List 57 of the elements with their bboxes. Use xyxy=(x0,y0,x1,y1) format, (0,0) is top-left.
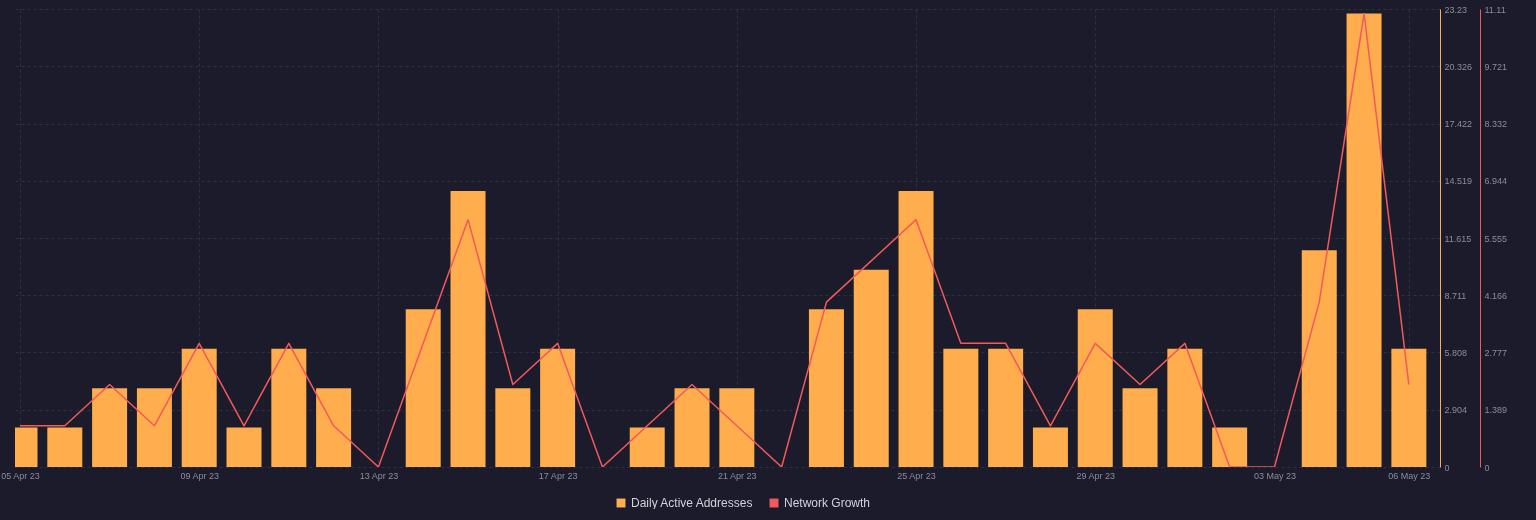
x-tick-label: 03 May 23 xyxy=(1253,470,1296,481)
bar xyxy=(629,427,665,467)
y-tick-label: 17.422 xyxy=(1444,119,1473,130)
bar xyxy=(1167,348,1203,467)
y-tick-label: 23.23 xyxy=(1444,4,1468,15)
bar xyxy=(450,190,486,467)
bar xyxy=(719,388,755,467)
line-series xyxy=(19,12,1410,467)
x-tick-label: 17 Apr 23 xyxy=(538,470,578,481)
y2-tick-label: 4.166 xyxy=(1484,290,1508,301)
legend-label: Daily Active Addresses xyxy=(631,496,753,510)
bar xyxy=(92,388,128,467)
bar xyxy=(405,309,441,467)
x-tick-label: 21 Apr 23 xyxy=(718,470,757,481)
y-tick-label: 11.615 xyxy=(1444,233,1472,244)
bar xyxy=(1346,13,1382,467)
y-tick-label: 2.904 xyxy=(1444,405,1468,416)
bar xyxy=(47,427,83,467)
y-tick-label: 0 xyxy=(1444,462,1450,473)
x-tick-label: 25 Apr 23 xyxy=(897,470,936,481)
y-tick-label: 20.326 xyxy=(1444,61,1473,72)
bar xyxy=(943,348,979,467)
y2-tick-label: 6.944 xyxy=(1484,176,1508,187)
legend-label: Network Growth xyxy=(784,496,871,510)
bar xyxy=(226,427,262,467)
bar xyxy=(181,348,217,467)
y2-tick-label: 5.555 xyxy=(1484,233,1508,244)
bar xyxy=(1077,309,1113,467)
y2-tick-label: 0 xyxy=(1484,462,1490,473)
bar xyxy=(1122,388,1158,467)
bar xyxy=(1301,250,1337,467)
y2-tick-label: 8.332 xyxy=(1484,119,1508,130)
x-tick-label: 13 Apr 23 xyxy=(359,470,399,481)
bar xyxy=(540,348,576,467)
bar xyxy=(136,388,172,467)
y-tick-label: 14.519 xyxy=(1444,176,1473,187)
bar xyxy=(1391,348,1427,467)
bar xyxy=(271,348,307,467)
y-tick-label: 5.808 xyxy=(1444,347,1468,358)
x-tick-label: 09 Apr 23 xyxy=(180,470,219,481)
bar xyxy=(808,309,844,467)
x-tick-label: 06 May 23 xyxy=(1388,470,1431,481)
y2-tick-label: 9.721 xyxy=(1484,61,1508,72)
bar xyxy=(316,388,352,467)
x-tick-label: 05 Apr 23 xyxy=(1,470,40,481)
bar xyxy=(898,190,934,467)
bar xyxy=(988,348,1024,467)
y-tick-label: 8.711 xyxy=(1444,290,1467,301)
bar xyxy=(674,388,710,467)
y2-tick-label: 11.11 xyxy=(1484,4,1506,15)
bar xyxy=(495,388,531,467)
y2-tick-label: 1.389 xyxy=(1484,405,1508,416)
bar xyxy=(1032,427,1068,467)
bar xyxy=(853,269,889,467)
y2-tick-label: 2.777 xyxy=(1484,348,1508,359)
bar xyxy=(1212,427,1248,467)
x-tick-label: 29 Apr 23 xyxy=(1076,470,1116,481)
